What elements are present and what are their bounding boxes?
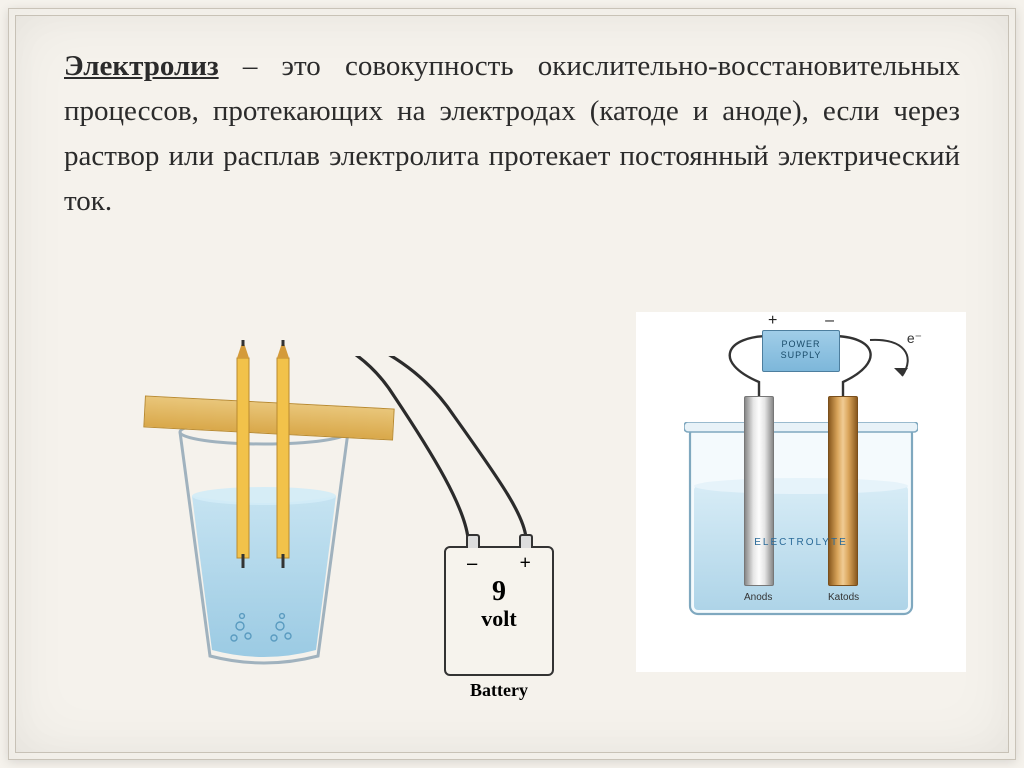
diagrams-row: – + 9 volt Battery + –	[64, 356, 960, 726]
ps-label-line2: SUPPLY	[763, 350, 839, 361]
electrolysis-cell-diagram: + – e⁻ POWER SUPPLY	[636, 312, 966, 672]
cathode-electrode	[828, 396, 858, 586]
slide-inner-frame: Электролиз – это совокупность окислитель…	[15, 15, 1009, 753]
battery-voltage-value: 9	[446, 578, 552, 606]
slide-outer-frame: Электролиз – это совокупность окислитель…	[8, 8, 1016, 760]
electron-label: e⁻	[907, 330, 922, 347]
pencil-electrode-1	[236, 340, 250, 570]
battery: – + 9 volt	[444, 546, 554, 676]
cathode-label: Katods	[828, 592, 859, 603]
battery-minus: –	[467, 552, 477, 575]
definition-text: Электролиз – это совокупность окислитель…	[64, 44, 960, 224]
cup	[164, 426, 364, 666]
electrolyte-label: ELECTROLYTE	[636, 537, 966, 548]
battery-plus: +	[519, 552, 530, 575]
anode-electrode	[744, 396, 774, 586]
definition-term: Электролиз	[64, 50, 219, 82]
definition-block: Электролиз – это совокупность окислитель…	[64, 44, 960, 224]
pencil-electrode-2	[276, 340, 290, 570]
battery-terminals	[446, 534, 552, 548]
pencil-electrolysis-diagram: – + 9 volt Battery	[164, 356, 574, 696]
beaker	[684, 422, 918, 622]
ps-label-line1: POWER	[763, 339, 839, 350]
battery-caption: Battery	[444, 680, 554, 701]
battery-voltage-unit: volt	[446, 606, 552, 632]
anode-label: Anods	[744, 592, 772, 603]
battery-polarity: – +	[446, 552, 552, 575]
power-supply: POWER SUPPLY	[762, 330, 840, 372]
